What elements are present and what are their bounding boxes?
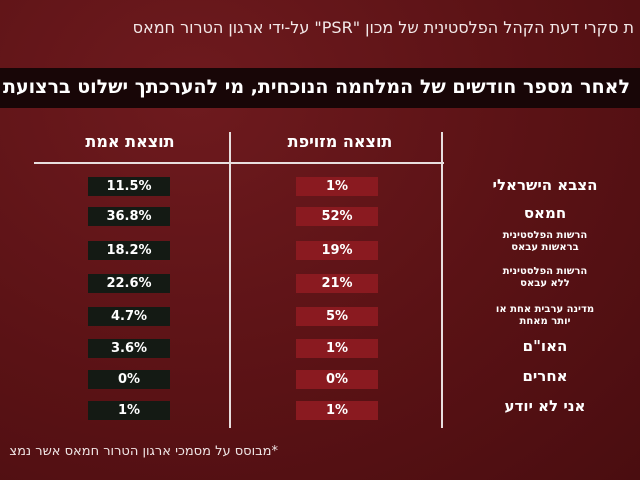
column-divider-left [229, 132, 231, 428]
true-value-cell: 1% [88, 401, 170, 420]
row-label: הרשות הפלסטינית ללא עבאס [502, 266, 588, 289]
true-value-cell: 3.6% [88, 339, 170, 358]
row-label: חמאס [523, 204, 567, 222]
true-value-cell: 0% [88, 370, 170, 389]
true-value-cell: 22.6% [88, 274, 170, 293]
fake-value-cell: 52% [296, 207, 378, 226]
fake-value-cell: 19% [296, 241, 378, 260]
footnote: *מבוסס על מסמכי ארגון הטרור חמאס אשר נמצ [9, 444, 278, 459]
fake-result-header: תוצאה מזויפת [287, 132, 393, 151]
true-result-header: תוצאת אמת [85, 132, 175, 151]
fake-value-cell: 1% [296, 401, 378, 420]
fake-value-cell: 1% [296, 177, 378, 196]
column-divider-right [441, 132, 443, 428]
row-label: הרשות הפלסטינית בראשות עבאס [502, 230, 588, 253]
true-value-cell: 18.2% [88, 241, 170, 260]
row-label: אני לא יודע [504, 397, 586, 415]
fake-value-cell: 5% [296, 307, 378, 326]
fake-value-cell: 1% [296, 339, 378, 358]
fake-value-cell: 0% [296, 370, 378, 389]
fake-value-cell: 21% [296, 274, 378, 293]
row-label: מדינה ערבית אחת או יותר מאחת [495, 304, 595, 327]
true-value-cell: 36.8% [88, 207, 170, 226]
subtitle: ת סקרי דעת הקהל הפלסטינית של מכון "PSR" … [132, 18, 634, 37]
question-bar [0, 68, 640, 108]
row-label: אחרים [522, 367, 568, 385]
row-label: הצבא הישראלי [492, 176, 598, 194]
true-value-cell: 4.7% [88, 307, 170, 326]
header-divider [34, 162, 444, 164]
true-value-cell: 11.5% [88, 177, 170, 196]
row-label: האו"ם [522, 337, 568, 355]
survey-question: לאחר מספר חודשים של המלחמה הנוכחית, מי ל… [0, 76, 630, 98]
